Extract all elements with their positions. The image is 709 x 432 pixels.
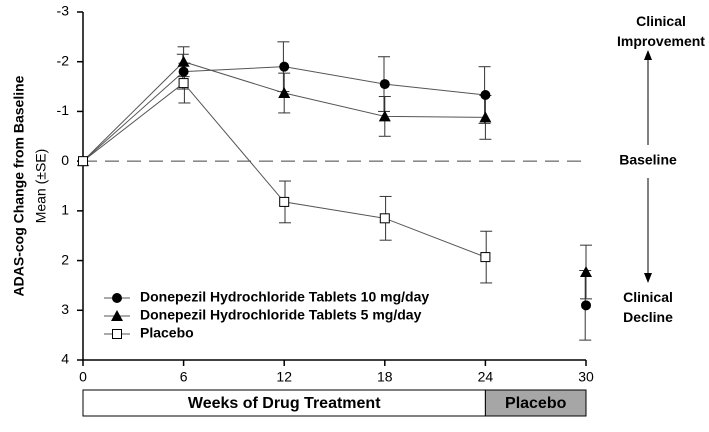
marker [279, 196, 290, 207]
x-tick-label: 30 [578, 369, 594, 385]
annotation: Clinical Improvement [617, 13, 705, 49]
marker [480, 252, 491, 263]
marker [479, 111, 492, 123]
legend-entry: Donepezil Hydrochloride Tablets 5 mg/day [104, 307, 422, 323]
marker [480, 90, 491, 101]
x-tick-label: 18 [377, 369, 393, 385]
y-tick-label: -1 [57, 102, 70, 118]
legend-label: Donepezil Hydrochloride Tablets 10 mg/da… [140, 289, 429, 305]
annotation-line: Clinical [636, 13, 686, 29]
marker [580, 266, 592, 278]
marker [178, 66, 189, 77]
marker [379, 79, 390, 90]
legend-label: Placebo [140, 325, 194, 341]
legend-entry: Placebo [104, 325, 194, 341]
y-tick-label: 2 [61, 251, 69, 267]
phase-placebo [484, 389, 587, 417]
legend-entry: Donepezil Hydrochloride Tablets 10 mg/da… [104, 289, 429, 305]
phase-treatment [82, 389, 486, 417]
marker [279, 61, 290, 72]
x-tick-label: 0 [79, 369, 87, 385]
marker [111, 310, 123, 321]
marker [78, 156, 88, 167]
arrow-head [644, 273, 652, 283]
y-axis-label: ADAS-cog Change from Baseline [11, 75, 27, 296]
annotation: Clinical Decline [623, 289, 673, 325]
marker [112, 329, 122, 339]
y-tick-label: 0 [61, 152, 69, 168]
phase-label: Weeks of Drug Treatment [188, 395, 381, 412]
marker [581, 300, 591, 311]
y-tick-label: 3 [61, 301, 69, 317]
marker [112, 293, 122, 303]
marker [278, 87, 291, 99]
phase-label: Placebo [505, 395, 567, 412]
y-tick-label: -2 [57, 52, 70, 68]
x-tick-label: 12 [276, 369, 292, 385]
marker [178, 78, 189, 89]
arrow-head [644, 50, 652, 60]
y-tick-label: 1 [61, 202, 69, 218]
annotation-line: Improvement [617, 33, 705, 49]
legend-label: Donepezil Hydrochloride Tablets 5 mg/day [140, 307, 422, 323]
annotation-line: Clinical [623, 289, 673, 305]
x-tick-label: 6 [180, 369, 188, 385]
annotation-line: Decline [623, 309, 673, 325]
x-tick-label: 24 [478, 369, 494, 385]
annotation: Baseline [619, 152, 677, 168]
marker [379, 213, 390, 224]
marker [378, 110, 391, 122]
y-tick-label: -3 [57, 3, 70, 19]
y-tick-label: 4 [61, 351, 69, 367]
y-axis-sublabel: Mean (±SE) [33, 149, 49, 224]
marker [177, 55, 190, 67]
